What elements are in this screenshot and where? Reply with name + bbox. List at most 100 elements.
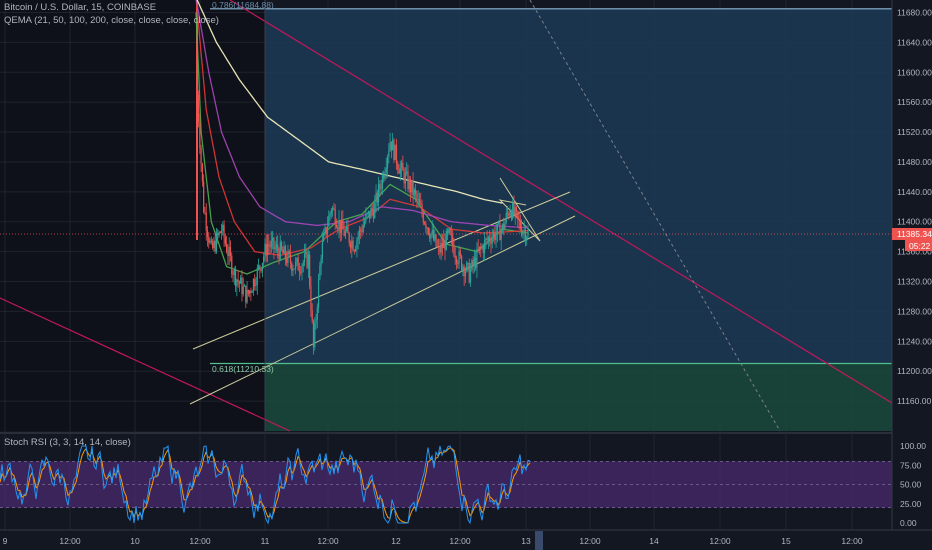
candle-body xyxy=(264,243,266,257)
candle-body xyxy=(307,254,309,268)
candle-body xyxy=(513,202,515,215)
candle-body xyxy=(478,246,481,251)
candle-body xyxy=(526,236,528,241)
countdown-badge-bg xyxy=(905,240,932,251)
candle-body xyxy=(197,94,200,123)
candle-body xyxy=(275,244,278,248)
candle-body xyxy=(374,202,376,219)
candle-body xyxy=(409,179,412,193)
candle-body xyxy=(200,147,202,164)
candle-body xyxy=(490,240,492,244)
indicator-legend[interactable]: QEMA (21, 50, 100, 200, close, close, cl… xyxy=(4,15,219,26)
price-axis-bg xyxy=(892,0,932,550)
price-tick-label: 11360.00 xyxy=(897,247,932,257)
candle-body xyxy=(378,183,380,203)
candle-body xyxy=(352,240,354,251)
candle-body xyxy=(241,277,243,295)
candle-body xyxy=(420,203,422,205)
candle-body xyxy=(228,247,230,257)
candle-body xyxy=(468,263,470,283)
candle-body xyxy=(314,323,316,348)
candle-body xyxy=(375,192,377,203)
candle-body xyxy=(234,269,237,286)
candle-body xyxy=(416,193,418,200)
candle-body xyxy=(247,290,249,294)
symbol-legend[interactable]: Bitcoin / U.S. Dollar, 15, COINBASE xyxy=(4,2,157,13)
candle-body xyxy=(213,240,215,248)
time-tick-label: 15 xyxy=(781,536,791,546)
candle-body xyxy=(455,257,458,264)
candle-body xyxy=(459,251,461,256)
candle-body xyxy=(208,236,210,243)
time-tick-label: 12:00 xyxy=(189,536,211,546)
candle-body xyxy=(431,230,433,234)
candle-body xyxy=(263,256,265,263)
rsi-line-k xyxy=(0,444,531,525)
candle-body xyxy=(499,222,501,241)
candle-body xyxy=(509,211,511,216)
candle-body xyxy=(518,218,520,221)
candle-body xyxy=(380,188,382,190)
rsi-tick-label: 25.00 xyxy=(900,499,922,509)
candle-body xyxy=(523,229,525,233)
candle-body xyxy=(390,141,392,151)
candle-body xyxy=(366,213,368,215)
candle-body xyxy=(309,254,311,286)
candle-body xyxy=(385,167,387,173)
ma-line-ema-200 xyxy=(196,0,503,204)
resistance-line-lower xyxy=(0,297,291,432)
candle-body xyxy=(332,208,334,211)
candle-body xyxy=(477,248,479,251)
candle-body xyxy=(476,248,478,268)
candle-body xyxy=(486,238,488,241)
candle-body xyxy=(501,224,504,231)
candle-body xyxy=(259,265,261,270)
time-cursor-marker xyxy=(535,531,543,550)
candle-body xyxy=(400,162,403,169)
candle-body xyxy=(491,237,493,244)
candle-body xyxy=(201,163,203,182)
candle-body xyxy=(494,232,496,241)
candle-body xyxy=(441,243,444,249)
candle-body xyxy=(346,226,348,232)
candle-body xyxy=(496,223,498,234)
candle-body xyxy=(255,285,257,287)
candle-body xyxy=(469,269,472,283)
time-tick-label: 11 xyxy=(261,536,270,546)
candle-body xyxy=(481,246,483,249)
candle-body xyxy=(315,319,317,324)
candle-body xyxy=(360,229,362,231)
candle-body xyxy=(351,240,353,249)
candle-body xyxy=(220,230,223,233)
candle-body xyxy=(358,229,361,237)
candle-body xyxy=(333,208,335,210)
candle-body xyxy=(324,227,326,234)
price-tick-label: 11480.00 xyxy=(897,157,932,167)
candle-body xyxy=(224,238,226,244)
candle-body xyxy=(436,245,438,247)
candle-body xyxy=(372,210,375,219)
candle-body xyxy=(312,320,315,348)
price-tick-label: 11640.00 xyxy=(897,37,932,47)
candle-body xyxy=(492,232,495,238)
candle-body xyxy=(473,257,475,266)
candle-body xyxy=(284,246,286,259)
rsi-legend[interactable]: Stoch RSI (3, 3, 14, 14, close) xyxy=(4,437,131,448)
stoch-rsi-panel xyxy=(0,432,932,525)
rsi-tick-label: 100.00 xyxy=(900,441,926,451)
time-tick-label: 13 xyxy=(521,536,531,546)
candle-body xyxy=(475,257,477,268)
candle-body xyxy=(218,231,220,236)
candle-body xyxy=(261,262,263,271)
candle-body xyxy=(348,233,350,244)
candle-body xyxy=(323,233,325,242)
candle-body xyxy=(319,265,321,280)
candle-body xyxy=(506,212,509,214)
price-tick-label: 11600.00 xyxy=(897,67,932,77)
candle-body xyxy=(242,286,244,295)
candle-body xyxy=(343,229,345,236)
candle-body xyxy=(394,144,396,161)
candle-body xyxy=(266,244,269,256)
